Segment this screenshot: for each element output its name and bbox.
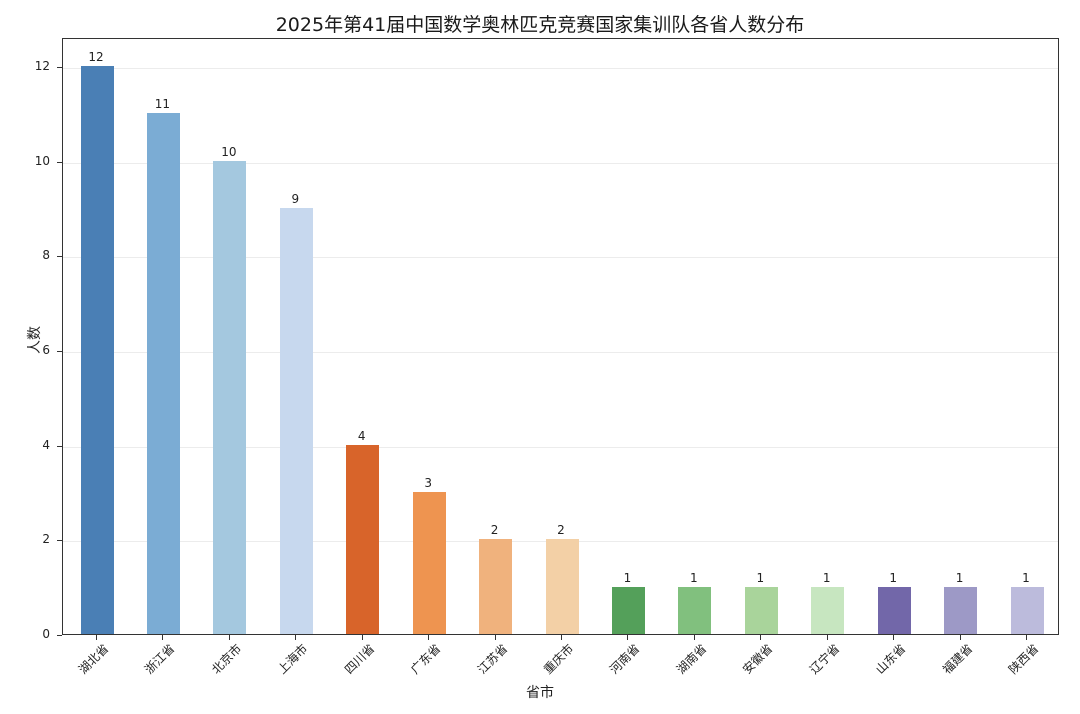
x-tick-mark <box>162 635 164 640</box>
bar <box>1010 586 1044 634</box>
bar <box>678 586 712 634</box>
bar <box>346 444 380 634</box>
x-tick-mark <box>228 635 230 640</box>
x-tick-mark <box>693 635 695 640</box>
y-tick-label: 12 <box>34 59 50 73</box>
bar-value-label: 2 <box>557 523 565 538</box>
x-tick-label: 湖北省 <box>75 641 112 677</box>
x-axis-label: 省市 <box>526 685 554 701</box>
gridline <box>63 352 1058 353</box>
bar <box>213 160 247 634</box>
bar-value-label: 11 <box>154 97 171 112</box>
bar-value-label: 1 <box>822 570 831 585</box>
bar <box>944 586 978 634</box>
bar <box>412 492 446 634</box>
x-tick-mark <box>494 635 496 640</box>
y-tick-mark <box>57 445 62 447</box>
y-tick-mark <box>57 161 62 163</box>
x-tick-mark <box>561 635 562 640</box>
chart-title: 2025年第41届中国数学奥林匹克竞赛国家集训队各省人数分布 <box>275 14 805 36</box>
x-tick-label: 重庆市 <box>540 641 577 677</box>
bar <box>811 586 845 634</box>
x-tick-label: 四川省 <box>341 641 378 677</box>
plot-area <box>62 38 1059 635</box>
bar <box>146 113 180 634</box>
x-tick-label: 浙江省 <box>142 641 178 677</box>
x-tick-mark <box>959 635 961 640</box>
y-tick-label: 8 <box>42 248 50 263</box>
y-tick-mark <box>57 67 62 68</box>
bar-value-label: 1 <box>623 570 632 585</box>
bar-value-label: 4 <box>357 428 366 443</box>
y-tick-mark <box>57 351 62 352</box>
x-tick-label: 北京市 <box>208 641 245 677</box>
y-tick-label: 10 <box>34 153 50 168</box>
bar-value-label: 2 <box>490 523 499 538</box>
bar <box>877 586 911 634</box>
gridline <box>63 68 1058 69</box>
bar-value-label: 1 <box>756 570 765 585</box>
bar <box>611 586 645 634</box>
x-tick-mark <box>893 635 895 640</box>
bar-value-label: 1 <box>889 570 897 585</box>
y-tick-mark <box>57 540 62 542</box>
x-tick-mark <box>295 635 297 640</box>
x-tick-mark <box>96 635 97 640</box>
x-tick-label: 陕西省 <box>1005 641 1042 677</box>
bar <box>744 586 778 634</box>
bar <box>279 208 313 634</box>
x-tick-mark <box>1026 635 1027 640</box>
bar-value-label: 1 <box>1022 570 1030 585</box>
bar-value-label: 1 <box>955 570 964 585</box>
y-tick-label: 0 <box>42 627 50 641</box>
x-tick-mark <box>760 635 762 640</box>
bar <box>545 539 579 634</box>
x-tick-label: 辽宁省 <box>806 641 843 677</box>
x-tick-label: 江苏省 <box>474 641 510 677</box>
y-tick-mark <box>57 635 62 636</box>
gridline <box>63 446 1058 448</box>
x-tick-mark <box>826 635 828 640</box>
x-tick-label: 山东省 <box>873 641 909 677</box>
x-tick-label: 福建省 <box>939 641 975 677</box>
y-tick-label: 2 <box>42 532 50 547</box>
gridline <box>63 257 1058 259</box>
bar-value-label: 1 <box>690 570 698 585</box>
bar-value-label: 12 <box>88 50 104 64</box>
bar-value-label: 9 <box>291 192 300 206</box>
x-tick-mark <box>361 635 363 640</box>
bar-value-label: 10 <box>221 144 237 159</box>
x-tick-label: 上海市 <box>275 641 311 677</box>
x-tick-mark <box>428 635 430 640</box>
x-tick-label: 安徽省 <box>740 641 776 677</box>
bar <box>80 66 114 634</box>
x-tick-label: 河南省 <box>607 641 643 677</box>
x-tick-label: 广东省 <box>408 641 444 677</box>
bar <box>479 539 513 634</box>
x-tick-mark <box>627 635 629 640</box>
gridline <box>63 162 1058 164</box>
bar-value-label: 3 <box>424 476 432 490</box>
y-tick-label: 4 <box>42 437 50 452</box>
y-tick-label: 6 <box>42 343 50 357</box>
x-tick-label: 湖南省 <box>673 641 710 677</box>
y-tick-mark <box>57 256 62 258</box>
